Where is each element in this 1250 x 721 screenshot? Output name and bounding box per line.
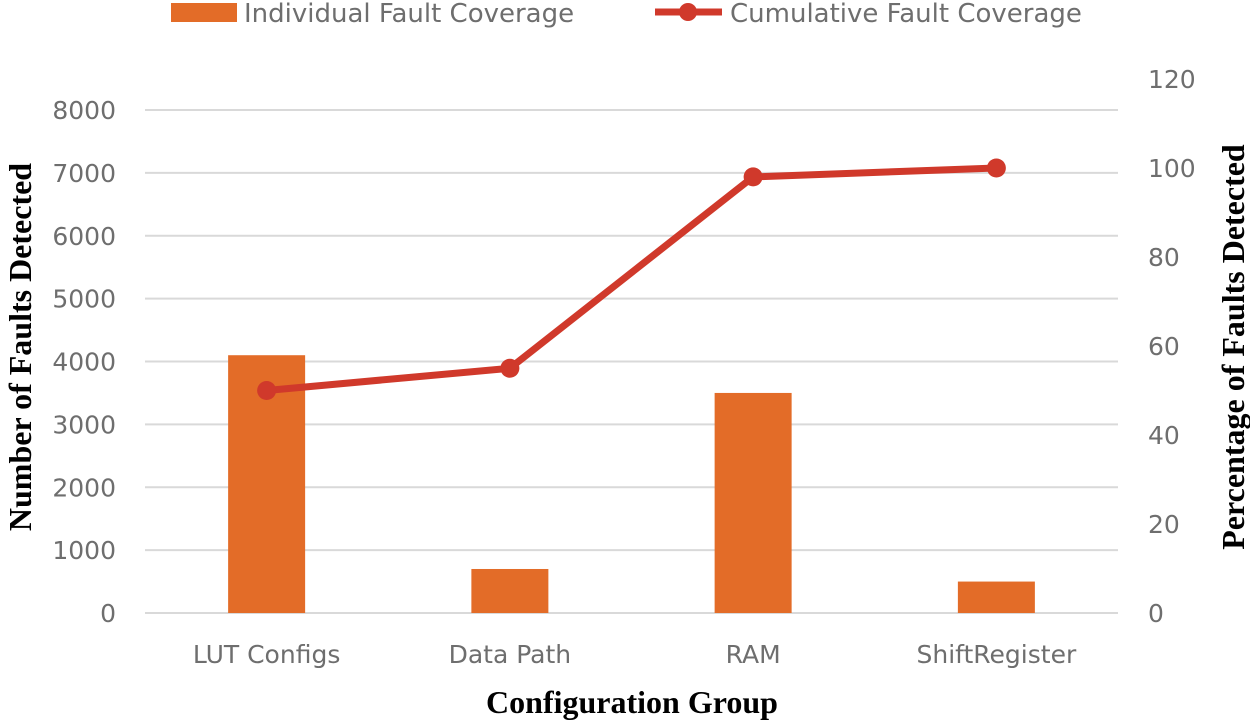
y2-tick-label: 20	[1148, 510, 1180, 539]
legend-line-label: Cumulative Fault Coverage	[730, 0, 1082, 29]
legend: Individual Fault Coverage Cumulative Fau…	[171, 0, 1082, 29]
y2-tick-label: 60	[1148, 332, 1180, 361]
left-axis-ticks: 0 1000 2000 3000 4000 5000 6000 7000 8000	[52, 96, 116, 628]
x-axis-title: Configuration Group	[486, 684, 778, 720]
line-point	[744, 167, 763, 186]
x-tick-label: Data Path	[449, 640, 572, 669]
y-tick-label: 3000	[52, 410, 116, 439]
y-tick-label: 8000	[52, 96, 116, 125]
line-path	[267, 168, 997, 391]
y-tick-label: 0	[100, 599, 116, 628]
legend-line-marker	[679, 3, 697, 21]
line-point	[257, 381, 276, 400]
y-tick-label: 6000	[52, 222, 116, 251]
bar	[958, 582, 1035, 613]
y-tick-label: 7000	[52, 159, 116, 188]
y-tick-label: 1000	[52, 536, 116, 565]
legend-bar-swatch	[171, 3, 237, 22]
x-axis-ticks: LUT Configs Data Path RAM ShiftRegister	[193, 640, 1077, 669]
y2-tick-label: 40	[1148, 421, 1180, 450]
y-axis-title: Number of Faults Detected	[2, 163, 38, 531]
y-tick-label: 2000	[52, 473, 116, 502]
x-tick-label: RAM	[726, 640, 781, 669]
y2-tick-label: 100	[1148, 154, 1196, 183]
y2-tick-label: 120	[1148, 65, 1196, 94]
line-series	[257, 159, 1006, 401]
bar-series	[228, 355, 1035, 613]
x-tick-label: ShiftRegister	[916, 640, 1076, 669]
y-tick-label: 4000	[52, 348, 116, 377]
right-axis-ticks: 0 20 40 60 80 100 120	[1148, 65, 1196, 628]
y2-axis-title: Percentage of Faults Detected	[1215, 144, 1250, 550]
y2-tick-label: 0	[1148, 599, 1164, 628]
line-point	[987, 159, 1006, 178]
bar	[471, 569, 548, 613]
line-point	[500, 359, 519, 378]
legend-bar-label: Individual Fault Coverage	[244, 0, 574, 29]
bar	[715, 393, 792, 613]
y-tick-label: 5000	[52, 285, 116, 314]
x-tick-label: LUT Configs	[193, 640, 340, 669]
y2-tick-label: 80	[1148, 243, 1180, 272]
